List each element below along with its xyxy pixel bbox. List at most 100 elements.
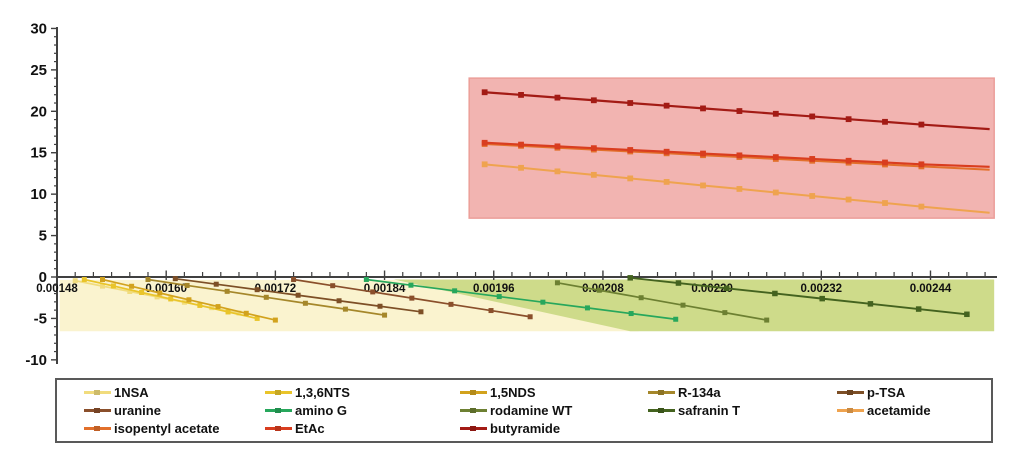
data-point-marker [481, 161, 488, 168]
data-point-marker [145, 276, 151, 282]
data-point-marker [700, 182, 706, 189]
series-butyramide [481, 89, 990, 131]
legend-point-icon [275, 389, 281, 395]
series-1-5nds [99, 276, 278, 323]
series-amino-g [363, 276, 679, 322]
series-p-tsa [172, 276, 424, 315]
data-point-marker [590, 145, 597, 152]
data-point-marker [186, 297, 192, 303]
data-point-marker [110, 283, 116, 289]
legend-point-icon [470, 425, 476, 431]
data-point-marker [243, 310, 249, 316]
legend-item-amino-g: amino G [265, 402, 460, 419]
legend-point-icon [847, 407, 853, 413]
data-point-marker [554, 143, 561, 150]
data-point-marker [213, 281, 219, 287]
legend-point-icon [94, 425, 100, 431]
y-tick-label: 10 [30, 186, 47, 203]
data-point-marker [663, 102, 670, 109]
data-point-marker [673, 316, 679, 322]
data-point-marker [184, 282, 190, 288]
data-point-marker [272, 317, 278, 323]
data-point-marker [809, 156, 816, 162]
legend-label: R-134a [678, 385, 721, 400]
data-point-marker [518, 91, 524, 98]
data-point-marker [527, 314, 533, 320]
legend-point-icon [658, 407, 664, 413]
data-point-marker [675, 280, 682, 286]
data-point-marker [72, 278, 78, 284]
series-etac [481, 139, 990, 168]
data-point-marker [496, 294, 502, 300]
data-point-marker [370, 289, 376, 295]
data-point-marker [554, 168, 561, 175]
data-point-marker [918, 121, 925, 128]
data-point-marker [809, 193, 816, 199]
legend-marker-icon [648, 407, 675, 413]
data-point-marker [627, 275, 633, 281]
data-point-marker [409, 295, 415, 301]
data-point-marker [867, 301, 874, 307]
data-point-marker [418, 309, 424, 315]
data-point-marker [700, 150, 706, 157]
series-1-3-6nts [81, 276, 260, 321]
data-point-marker [845, 157, 852, 164]
legend-item-butyramide: butyramide [460, 420, 648, 437]
data-point-marker [918, 161, 925, 168]
data-point-marker [772, 290, 778, 297]
data-point-marker [518, 141, 524, 148]
data-point-marker [540, 299, 546, 305]
legend-marker-icon [84, 407, 111, 413]
series-line [366, 278, 676, 321]
series-line [484, 143, 990, 171]
green-region [393, 279, 995, 332]
legend-label: 1,5NDS [490, 385, 536, 400]
data-point-marker [139, 289, 145, 295]
series-uranine [291, 276, 533, 320]
data-point-marker [663, 148, 670, 155]
data-point-marker [295, 292, 301, 298]
legend-marker-icon [837, 389, 864, 395]
data-point-marker [263, 294, 269, 300]
data-point-marker [764, 317, 770, 323]
data-point-marker [127, 288, 133, 294]
data-point-marker [584, 305, 590, 311]
data-point-marker [481, 89, 488, 96]
shaded-regions [59, 77, 995, 332]
legend-item-p-tsa: p-TSA [837, 384, 991, 401]
data-point-marker [590, 97, 597, 104]
legend-item-r-134a: R-134a [648, 384, 837, 401]
data-point-marker [736, 186, 743, 192]
legend-point-icon [275, 425, 281, 431]
data-point-marker [254, 287, 260, 293]
data-point-marker [627, 100, 634, 106]
data-point-marker [964, 311, 970, 318]
data-point-marker [81, 276, 87, 282]
data-point-marker [154, 294, 160, 300]
y-tick-label: 15 [30, 145, 47, 162]
legend-item-acetamide: acetamide [837, 402, 991, 419]
legend-label: p-TSA [867, 385, 906, 400]
data-point-marker [918, 203, 925, 210]
data-point-marker [736, 108, 743, 114]
legend-label: 1,3,6NTS [295, 385, 350, 400]
data-point-marker [845, 116, 852, 123]
series-line [557, 281, 767, 321]
legend-item-1-3-6nts: 1,3,6NTS [265, 384, 460, 401]
legend-point-icon [94, 407, 100, 413]
data-point-marker [363, 276, 369, 282]
x-tick-label: 0.00172 [255, 283, 297, 295]
data-point-marker [554, 94, 561, 101]
series-line [484, 91, 990, 131]
data-point-marker [590, 171, 597, 178]
data-point-marker [129, 283, 135, 289]
data-point-marker [882, 200, 888, 206]
data-point-marker [518, 164, 524, 171]
data-point-marker [291, 276, 297, 282]
data-point-marker [302, 300, 308, 306]
data-point-marker [772, 154, 779, 161]
series-line [630, 276, 967, 316]
data-point-marker [915, 306, 922, 312]
data-point-marker [554, 280, 560, 286]
chart-legend: 1NSA 1,3,6NTS 1,5NDS R-134a p-TSA uranine amin… [55, 378, 993, 443]
